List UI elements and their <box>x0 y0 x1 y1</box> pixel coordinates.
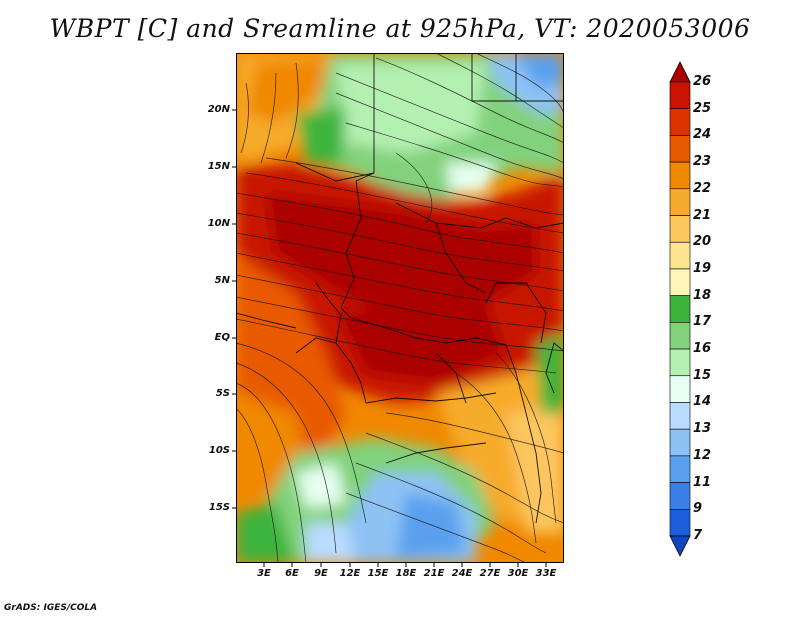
lon-label: 21E <box>423 568 445 579</box>
lon-label: 18E <box>395 568 417 579</box>
lon-label: 12E <box>339 568 361 579</box>
colorbar-swatch <box>669 268 691 296</box>
colorbar-level-label: 18 <box>693 287 712 303</box>
colorbar-swatch <box>669 455 691 483</box>
wbpt-field <box>236 53 564 563</box>
map-panel <box>236 53 564 563</box>
axis-ticks <box>232 109 547 567</box>
colorbar-swatch <box>669 188 691 216</box>
colorbar-level-label: 26 <box>693 74 712 89</box>
lat-label: 10S <box>208 445 230 456</box>
lat-label: 15N <box>207 161 230 172</box>
colorbar-swatch <box>669 295 691 323</box>
colorbar-swatch <box>669 402 691 430</box>
colorbar-level-label: 15 <box>693 367 712 383</box>
colorbar-level-label: 19 <box>693 260 712 276</box>
credit-text: GrADS: IGES/COLA <box>4 603 98 613</box>
colorbar-swatch <box>669 428 691 457</box>
colorbar-swatch <box>669 108 691 136</box>
lat-label: EQ <box>214 332 230 343</box>
lat-label: 5N <box>214 275 230 286</box>
colorbar-bottom-arrow <box>669 535 691 557</box>
colorbar-swatch <box>669 215 691 243</box>
colorbar-level-label: 14 <box>693 394 712 410</box>
country-borders <box>236 53 564 524</box>
colorbar-level-label: 24 <box>693 127 712 143</box>
colorbar-level-label: 16 <box>693 341 712 357</box>
colorbar-level-label: 20 <box>693 234 712 250</box>
colorbar-top-arrow <box>669 61 691 83</box>
colorbar-swatch <box>669 322 691 350</box>
colorbar-level-label: 23 <box>693 154 712 170</box>
colorbar-swatch <box>669 482 691 510</box>
lat-label: 10N <box>207 218 230 229</box>
map-title: WBPT [C] and Sreamline at 925hPa, VT: 20… <box>49 14 751 43</box>
colorbar-level-label: 12 <box>693 447 712 463</box>
colorbar-swatch <box>669 241 691 270</box>
colorbar-level-label: 17 <box>693 314 712 330</box>
colorbar-level-label: 22 <box>693 180 712 196</box>
colorbar-level-label: 9 <box>693 501 703 517</box>
lon-label: 30E <box>507 568 529 579</box>
lat-label: 5S <box>215 388 230 399</box>
lon-label: 24E <box>451 568 473 579</box>
colorbar-swatch <box>669 508 691 537</box>
colorbar-swatch <box>669 375 691 403</box>
lon-label: 27E <box>479 568 501 579</box>
lat-label: 15S <box>208 502 230 513</box>
colorbar-level-label: 11 <box>693 474 712 490</box>
colorbar-swatch <box>669 161 691 190</box>
colorbar-swatch <box>669 81 691 110</box>
lat-label: 20N <box>207 104 230 115</box>
lon-label: 3E <box>257 568 271 579</box>
colorbar-level-label: 21 <box>693 207 712 223</box>
colorbar-level-label: 25 <box>693 100 712 116</box>
lon-label: 6E <box>285 568 299 579</box>
colorbar-level-label: 7 <box>693 528 703 543</box>
colorbar-level-label: 13 <box>693 421 712 437</box>
streamlines <box>236 53 564 563</box>
colorbar <box>669 61 691 557</box>
colorbar-swatch <box>669 135 691 163</box>
lon-label: 33E <box>535 568 557 579</box>
lon-label: 15E <box>367 568 389 579</box>
colorbar-swatch <box>669 348 691 377</box>
lon-label: 9E <box>314 568 328 579</box>
